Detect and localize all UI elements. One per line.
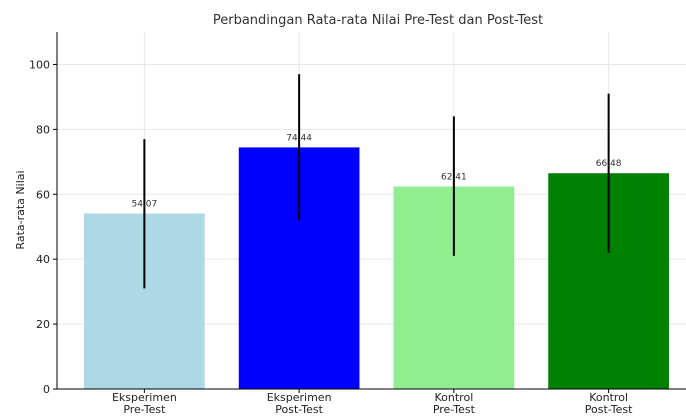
x-ticks: EksperimenPre-TestEksperimenPost-TestKon…: [112, 389, 633, 416]
y-tick-label: 80: [36, 123, 50, 136]
data-label-0: 54.07: [131, 200, 157, 210]
data-labels: 54.07 74.44 62.41 66.48: [131, 133, 621, 209]
x-tick-label: Kontrol: [589, 391, 628, 404]
y-tick-label: 100: [29, 58, 50, 71]
x-tick-label: Eksperimen: [267, 391, 332, 404]
y-ticks: 0 20 40 60 80 100: [29, 58, 57, 396]
x-tick-label: Pre-Test: [433, 403, 476, 416]
data-label-3: 66.48: [596, 159, 622, 169]
y-axis-label: Rata-rata Nilai: [14, 170, 27, 249]
x-tick-label: Eksperimen: [112, 391, 177, 404]
data-label-1: 74.44: [286, 133, 312, 143]
x-tick-label: Post-Test: [585, 403, 633, 416]
x-tick-label: Post-Test: [275, 403, 323, 416]
bars: [84, 147, 669, 389]
chart-title: Perbandingan Rata-rata Nilai Pre-Test da…: [213, 13, 543, 28]
error-bars: [143, 74, 610, 289]
y-tick-label: 20: [36, 318, 50, 331]
y-tick-label: 0: [43, 383, 50, 396]
y-tick-label: 40: [36, 253, 50, 266]
x-tick-label: Kontrol: [435, 391, 474, 404]
x-tick-label: Pre-Test: [123, 403, 166, 416]
data-label-2: 62.41: [441, 172, 467, 182]
y-tick-label: 60: [36, 188, 50, 201]
